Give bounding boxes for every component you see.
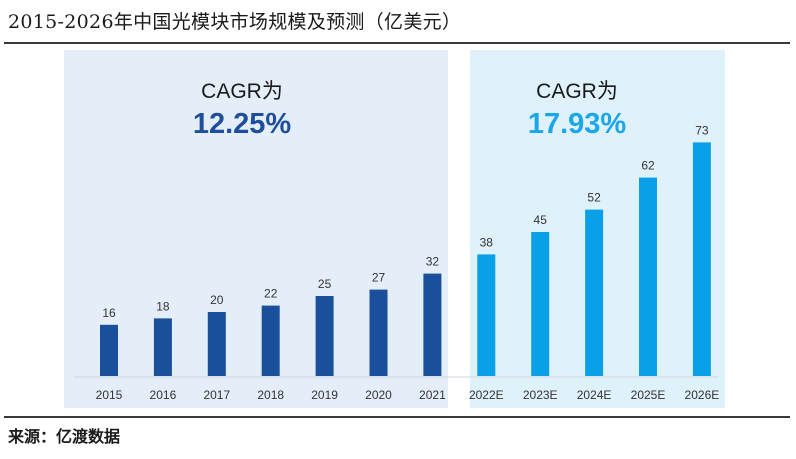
bar-series: 16 2015 18 2016 20 2017 22 2018 25 2019 27 2020 32 20… bbox=[96, 123, 720, 402]
x-tick-2017: 2017 bbox=[203, 388, 230, 402]
value-label-2026e: 73 bbox=[695, 123, 709, 137]
value-label-2024e: 52 bbox=[587, 191, 601, 205]
title-divider bbox=[4, 42, 790, 44]
x-tick-2019: 2019 bbox=[311, 388, 338, 402]
x-tick-2018: 2018 bbox=[257, 388, 284, 402]
forecast-cagr-value: 17.93% bbox=[528, 108, 627, 140]
x-tick-2026e: 2026E bbox=[685, 388, 720, 402]
value-label-2019: 25 bbox=[318, 277, 332, 291]
value-label-2020: 27 bbox=[372, 271, 386, 285]
bar-2022e bbox=[477, 254, 496, 376]
value-label-2017: 20 bbox=[210, 293, 224, 307]
x-tick-2015: 2015 bbox=[96, 388, 123, 402]
value-label-2021: 32 bbox=[426, 255, 440, 269]
value-label-2023e: 45 bbox=[534, 213, 548, 227]
x-tick-2025e: 2025E bbox=[631, 388, 666, 402]
x-tick-2016: 2016 bbox=[150, 388, 177, 402]
bar-2019 bbox=[315, 296, 334, 376]
source-divider bbox=[4, 416, 790, 418]
historical-period-panel bbox=[64, 50, 448, 408]
bar-2016 bbox=[153, 318, 172, 376]
x-tick-2024e: 2024E bbox=[577, 388, 612, 402]
x-tick-2022e: 2022E bbox=[469, 388, 504, 402]
x-tick-2023e: 2023E bbox=[523, 388, 558, 402]
bar-2015 bbox=[100, 324, 118, 376]
bar-2024e bbox=[585, 209, 604, 376]
value-label-2022e: 38 bbox=[480, 235, 494, 249]
value-label-2016: 18 bbox=[156, 299, 170, 313]
historical-cagr-label: CAGR为 bbox=[201, 80, 283, 103]
page-title: 2015-2026年中国光模块市场规模及预测（亿美元） bbox=[8, 11, 462, 33]
value-label-2025e: 62 bbox=[641, 159, 655, 173]
value-label-2018: 22 bbox=[264, 287, 278, 301]
bar-2023e bbox=[531, 232, 550, 376]
bar-2025e bbox=[639, 177, 657, 376]
x-tick-2020: 2020 bbox=[365, 388, 392, 402]
bar-2021 bbox=[423, 273, 442, 376]
value-label-2015: 16 bbox=[102, 306, 116, 320]
source-note: 来源：亿渡数据 bbox=[8, 427, 121, 446]
historical-cagr-value: 12.25% bbox=[193, 108, 292, 140]
forecast-cagr-label: CAGR为 bbox=[536, 80, 618, 103]
bar-2026e bbox=[692, 142, 711, 376]
bar-2020 bbox=[369, 289, 388, 376]
bar-2018 bbox=[261, 305, 280, 376]
bar-2017 bbox=[207, 312, 226, 376]
x-tick-2021: 2021 bbox=[419, 388, 446, 402]
